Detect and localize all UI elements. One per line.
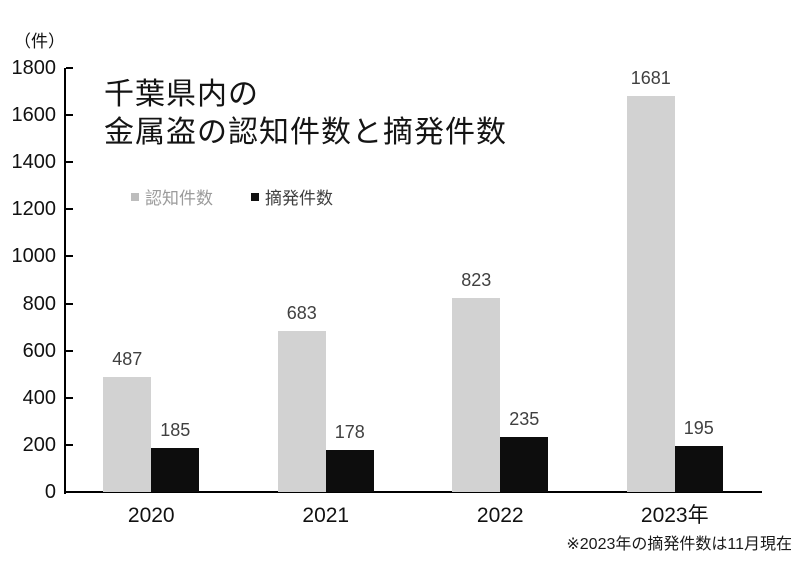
x-category-label: 2020 bbox=[127, 504, 175, 527]
x-category-label: 2023年 bbox=[640, 504, 709, 527]
y-tick-mark bbox=[66, 491, 73, 493]
bar-series2-2023年 bbox=[674, 446, 723, 492]
y-tick-mark bbox=[66, 443, 73, 446]
y-tick-mark bbox=[66, 114, 73, 117]
legend-item-recognized-cases: 認知件数 bbox=[131, 184, 213, 209]
y-tick-mark bbox=[66, 208, 73, 211]
y-tick-label: 600 bbox=[22, 339, 56, 362]
x-category-label: 2021 bbox=[302, 504, 350, 527]
y-tick-label: 1600 bbox=[11, 104, 57, 127]
y-tick-label: 800 bbox=[22, 292, 56, 315]
y-tick-label: 0 bbox=[44, 481, 56, 503]
y-tick-mark bbox=[66, 67, 73, 69]
value-label: 1681 bbox=[630, 68, 671, 88]
legend-label-recognized: 認知件数 bbox=[145, 189, 213, 208]
y-tick-label: 200 bbox=[22, 433, 56, 456]
value-label: 683 bbox=[286, 303, 317, 323]
legend: 認知件数 摘発件数 bbox=[131, 184, 333, 209]
bar-series2-2022 bbox=[500, 437, 549, 492]
y-tick-label: 1000 bbox=[11, 245, 57, 268]
y-tick-mark bbox=[66, 302, 73, 305]
chart-title-line1: 千葉県内の bbox=[104, 78, 259, 111]
value-label: 823 bbox=[461, 270, 492, 290]
recognized-series-swatch-icon bbox=[131, 192, 139, 201]
value-label: 185 bbox=[160, 420, 191, 440]
bar-series2-2021 bbox=[325, 450, 374, 492]
cleared-series-swatch-icon bbox=[251, 192, 259, 201]
value-label: 235 bbox=[509, 409, 540, 429]
y-axis-unit-label: （件） bbox=[14, 32, 65, 51]
y-tick-mark bbox=[66, 161, 73, 164]
legend-item-cleared-cases: 摘発件数 bbox=[251, 184, 333, 209]
value-label: 487 bbox=[112, 349, 143, 369]
bar-series1-2023年 bbox=[626, 96, 675, 492]
bar-series1-2022 bbox=[452, 298, 501, 492]
y-axis-line bbox=[64, 68, 66, 494]
y-tick-mark bbox=[66, 255, 73, 258]
value-label: 195 bbox=[683, 418, 714, 438]
y-tick-label: 1400 bbox=[11, 151, 57, 174]
value-label: 178 bbox=[334, 422, 365, 442]
chart-title-line2: 金属盗の認知件数と摘発件数 bbox=[104, 116, 507, 149]
y-tick-mark bbox=[66, 349, 73, 352]
x-category-label: 2022 bbox=[476, 504, 524, 527]
y-tick-mark bbox=[66, 396, 73, 399]
y-tick-label: 400 bbox=[22, 386, 56, 409]
bar-series1-2020 bbox=[103, 377, 152, 492]
y-tick-label: 1800 bbox=[11, 57, 57, 79]
footnote: ※2023年の摘発件数は11月現在 bbox=[566, 536, 792, 553]
x-axis-line bbox=[64, 491, 762, 493]
bar-series1-2021 bbox=[277, 331, 326, 492]
legend-label-cleared: 摘発件数 bbox=[265, 189, 333, 208]
y-tick-label: 1200 bbox=[11, 198, 57, 221]
bar-series2-2020 bbox=[151, 448, 200, 492]
chart-title: 千葉県内の 金属盗の認知件数と摘発件数 bbox=[104, 76, 507, 152]
